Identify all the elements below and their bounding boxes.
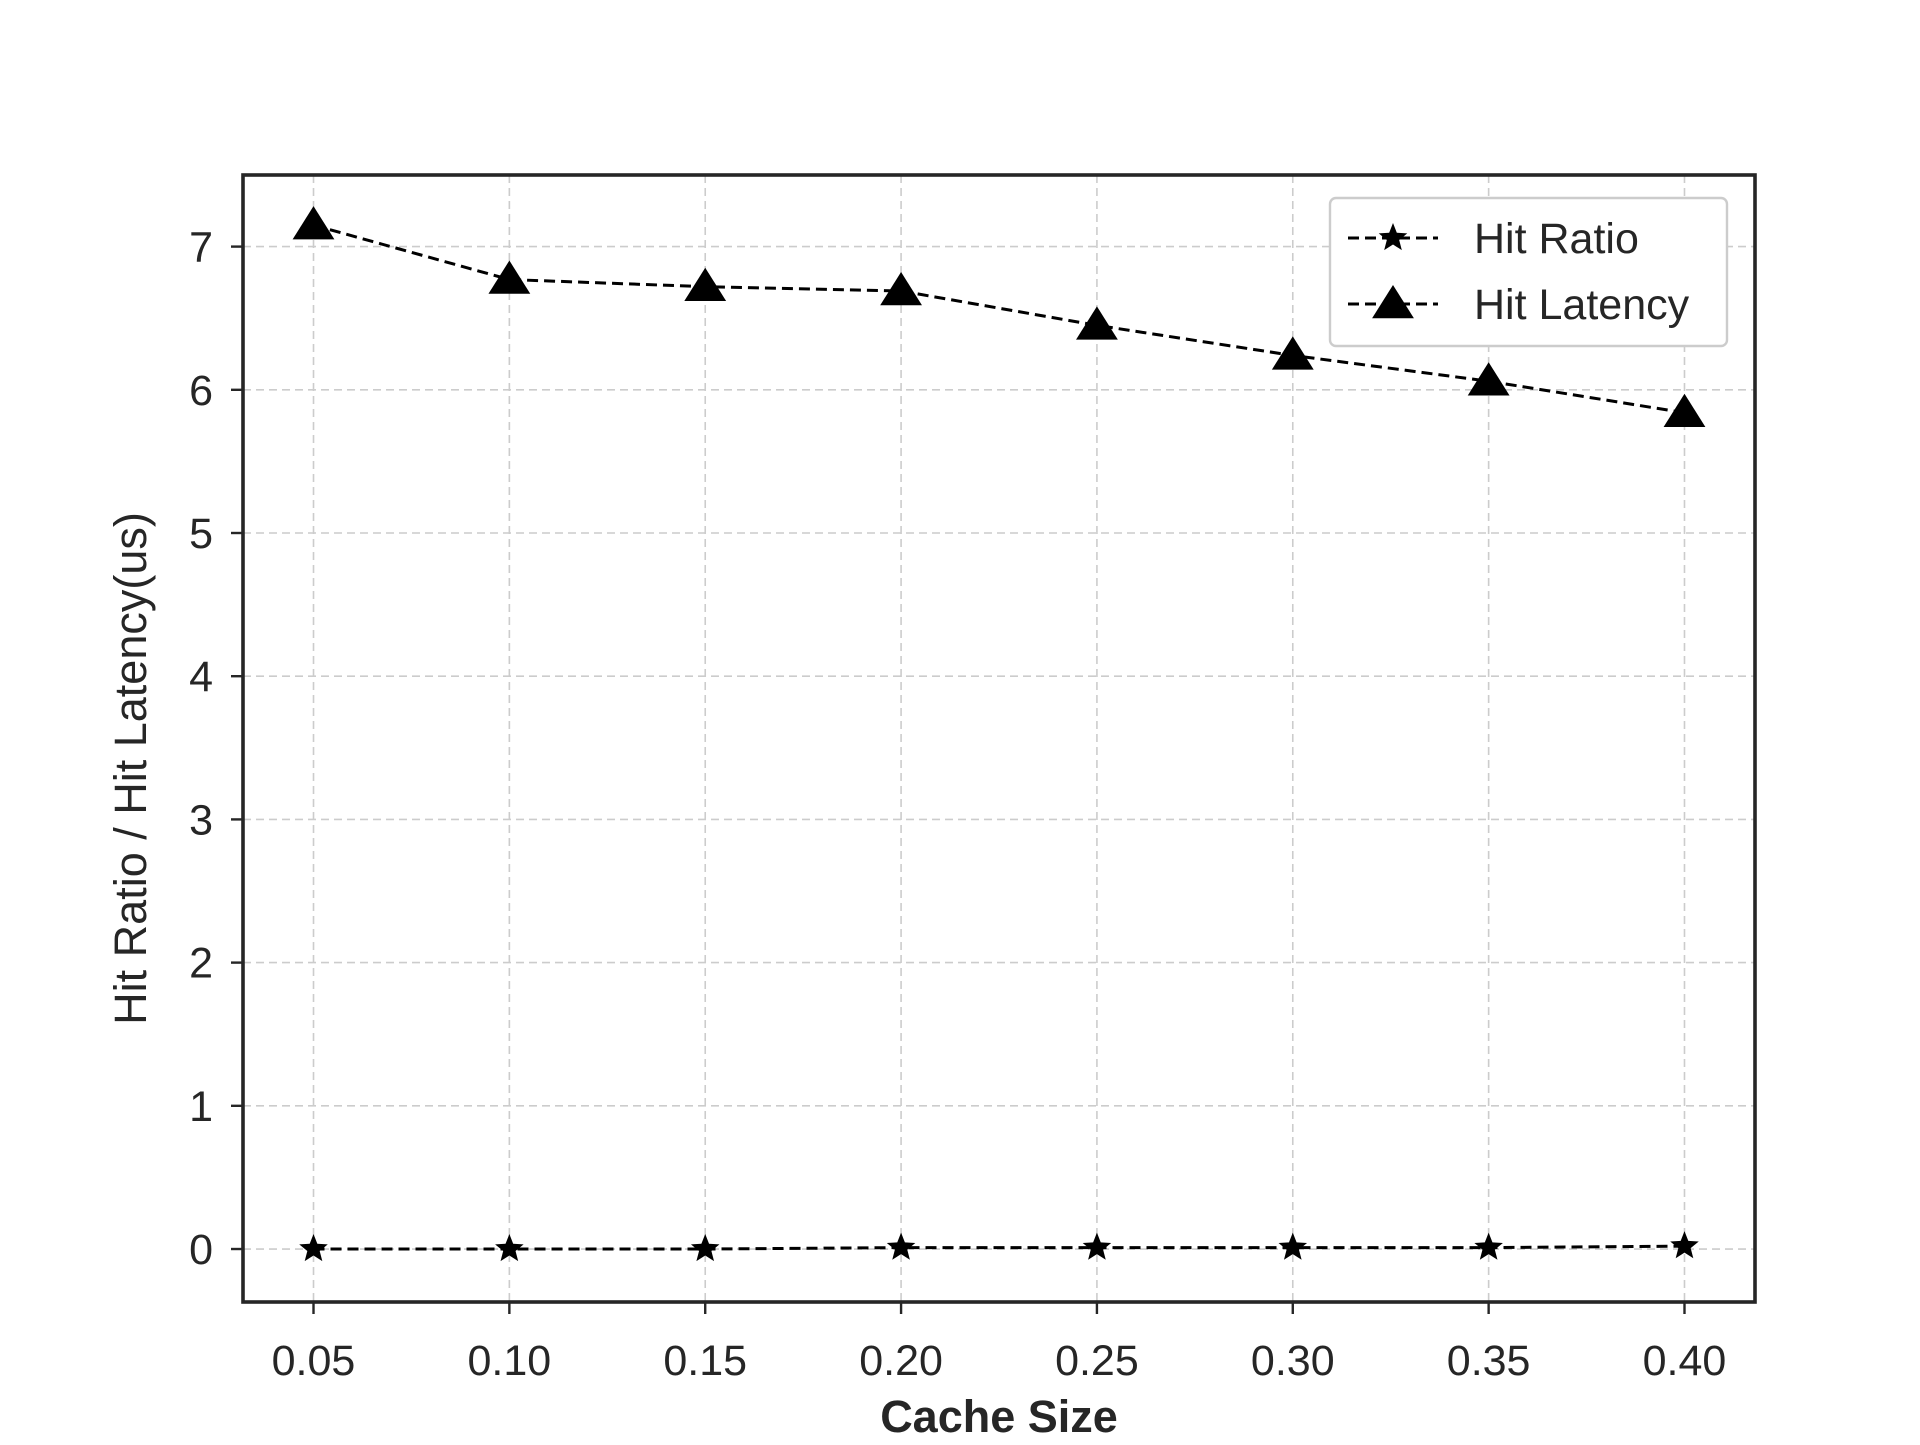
x-tick-label: 0.25 (1055, 1337, 1139, 1385)
plot-frame (241, 173, 1757, 1304)
hit-ratio-point (886, 1232, 916, 1260)
hit-ratio-point (299, 1234, 328, 1262)
hit-latency-point (1076, 306, 1118, 340)
y-tick-label: 4 (189, 653, 213, 701)
y-axis-title: Hit Ratio / Hit Latency(us) (105, 512, 156, 1025)
hit-latency-point (1663, 393, 1706, 427)
x-tick-label: 0.20 (859, 1337, 943, 1385)
hit-latency-point (488, 260, 531, 294)
hit-latency-line (313, 223, 1685, 415)
tick-layer: 0.05 0.10 0.15 0.20 0.25 0.30 0.35 0.40 0 1 2 3 4 5 6 7 (189, 224, 1726, 1385)
hit-latency-point (1467, 362, 1510, 396)
y-tick-label: 3 (189, 796, 213, 844)
series-layer (292, 206, 1706, 1262)
y-tick-label: 6 (189, 367, 213, 415)
x-tick-label: 0.05 (272, 1337, 356, 1385)
x-tick-label: 0.15 (663, 1337, 747, 1385)
hit-latency-point (1271, 336, 1314, 370)
hit-ratio-point (1670, 1231, 1699, 1259)
legend-hit-latency-marker (1372, 285, 1414, 319)
y-tick-label: 2 (189, 940, 213, 988)
y-tick-label: 1 (189, 1083, 213, 1131)
hit-latency-point (880, 271, 922, 306)
legend-hit-ratio-label: Hit Ratio (1474, 215, 1639, 263)
legend-hit-latency-label: Hit Latency (1474, 281, 1690, 329)
x-tick-label: 0.40 (1643, 1337, 1727, 1385)
hit-ratio-point (690, 1234, 720, 1262)
legend-box (1328, 196, 1729, 348)
x-tick-label: 0.30 (1251, 1337, 1335, 1385)
hit-ratio-point (1082, 1232, 1112, 1260)
hit-latency-point (292, 206, 335, 240)
hit-ratio-point (1278, 1232, 1308, 1260)
y-tick-label: 5 (189, 510, 213, 558)
hit-latency-point (684, 267, 727, 301)
legend-hit-ratio-marker (1378, 223, 1408, 251)
x-axis-title: Cache Size (880, 1391, 1118, 1440)
x-tick-label: 0.35 (1447, 1337, 1531, 1385)
hit-ratio-point (495, 1234, 524, 1262)
hit-ratio-line (313, 1244, 1685, 1251)
y-tick-label: 7 (189, 224, 213, 272)
x-tick-label: 0.10 (468, 1337, 552, 1385)
y-tick-label: 0 (189, 1226, 213, 1274)
legend: Hit Ratio Hit Latency (1328, 196, 1729, 348)
hit-ratio-point (1474, 1232, 1503, 1260)
